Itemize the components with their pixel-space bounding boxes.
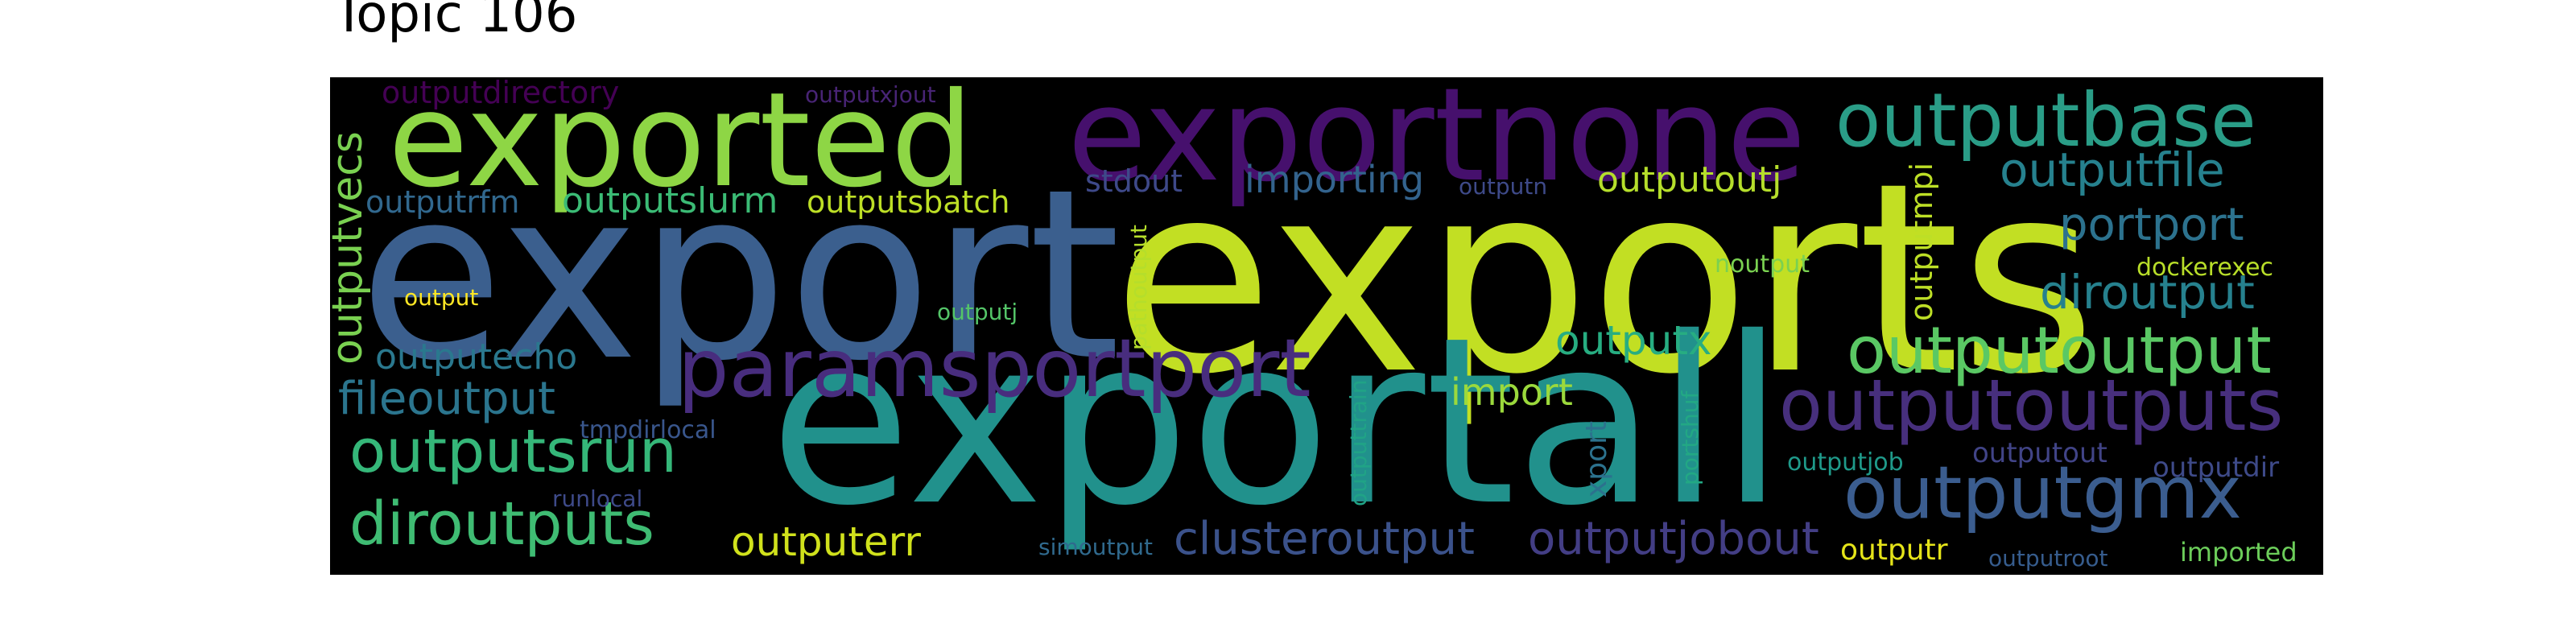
word-outputj: outputj — [937, 299, 1018, 325]
chart-title: Topic 106 — [333, 0, 578, 44]
word-exportall: exportall — [770, 289, 1785, 556]
word-outputgmx: outputgmx — [1843, 451, 2242, 535]
word-exports: exports — [1113, 126, 2097, 431]
word-stdout: stdout — [1085, 163, 1183, 199]
word-dockerexec: dockerexec — [2136, 254, 2274, 282]
word-export: export — [359, 138, 1121, 412]
word-outputecho: outputecho — [375, 336, 578, 378]
word-runlocal: runlocal — [552, 485, 643, 512]
word-outputjob: outputjob — [1787, 448, 1904, 477]
word-simoutput: simoutput — [1038, 534, 1153, 560]
word-outputoutj: outputoutj — [1597, 159, 1782, 200]
word-cloud: exports export exportall exportnone expo… — [330, 77, 2323, 575]
word-paramsportport: paramsportport — [678, 321, 1311, 415]
word-clusteroutput: clusteroutput — [1174, 513, 1475, 565]
word-outputvecs: outputvecs — [330, 131, 372, 365]
word-tmpdirlocal: tmpdirlocal — [580, 416, 716, 444]
word-outputjobout: outputjobout — [1528, 513, 1819, 565]
word-outputtrain: outputtrain — [1345, 379, 1372, 506]
word-xport: xport — [1580, 420, 1613, 497]
word-outputbase: outputbase — [1835, 77, 2256, 163]
word-exported: exported — [388, 77, 974, 217]
word-outputmpi: outputmpi — [1904, 162, 1939, 321]
word-outputx: outputx — [1555, 317, 1712, 364]
word-outputrfm: outputrfm — [365, 184, 520, 220]
word-outputoutputs: outputoutputs — [1779, 364, 2284, 447]
word-outputdir: outputdir — [2153, 452, 2280, 484]
word-outputroot: outputroot — [1988, 545, 2108, 572]
word-pathoutput: pathoutput — [1125, 224, 1152, 350]
word-fileoutput: fileoutput — [338, 373, 555, 425]
word-outputsbatch: outputsbatch — [807, 184, 1010, 220]
word-diroutput: diroutput — [2040, 265, 2255, 320]
word-outputdirectory: outputdirectory — [382, 77, 620, 110]
word-outputoutput: outputoutput — [1847, 313, 2272, 388]
word-portport: portport — [2059, 199, 2244, 251]
word-importing: importing — [1245, 158, 1425, 201]
word-outputr: outputr — [1840, 534, 1948, 567]
word-import: import — [1451, 370, 1573, 414]
word-outputfile: outputfile — [2000, 142, 2225, 197]
word-outputn: outputn — [1459, 173, 1548, 200]
word-diroutputs: diroutputs — [349, 489, 654, 559]
word-outputxjout: outputxjout — [805, 81, 936, 108]
word-outputerr: outputerr — [731, 518, 921, 565]
word-imported: imported — [2180, 537, 2297, 568]
word-noutput: noutput — [1715, 250, 1810, 279]
word-portshuf: portshuf — [1677, 390, 1703, 485]
word-outputsrun: outputsrun — [349, 417, 677, 486]
word-outputslurm: outputslurm — [562, 180, 778, 221]
word-outputout: outputout — [1972, 437, 2107, 469]
word-exportnone: exportnone — [1067, 77, 1806, 210]
word-output: output — [404, 284, 479, 311]
